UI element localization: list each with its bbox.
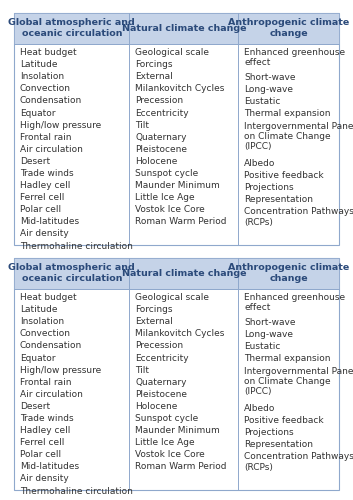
Text: Representation: Representation [244, 440, 313, 449]
Text: Thermal expansion: Thermal expansion [244, 354, 330, 364]
Text: Desert: Desert [20, 402, 50, 411]
Text: Vostok Ice Core: Vostok Ice Core [135, 450, 205, 459]
Text: Roman Warm Period: Roman Warm Period [135, 462, 227, 471]
Text: Latitude: Latitude [20, 60, 58, 69]
Text: Quaternary: Quaternary [135, 378, 187, 386]
Text: Positive feedback: Positive feedback [244, 171, 324, 180]
Text: Enhanced greenhouse
effect: Enhanced greenhouse effect [244, 293, 345, 312]
Text: Quaternary: Quaternary [135, 132, 187, 141]
Text: Vostok Ice Core: Vostok Ice Core [135, 205, 205, 214]
Text: Roman Warm Period: Roman Warm Period [135, 218, 227, 226]
Text: Sunspot cycle: Sunspot cycle [135, 169, 198, 178]
Text: Concentration Pathways
(RCPs): Concentration Pathways (RCPs) [244, 452, 353, 471]
Text: Frontal rain: Frontal rain [20, 378, 71, 386]
Text: Air circulation: Air circulation [20, 390, 83, 399]
Text: Eustatic: Eustatic [244, 342, 280, 351]
Text: Mid-latitudes: Mid-latitudes [20, 218, 79, 226]
Text: Air density: Air density [20, 474, 69, 484]
Text: Equator: Equator [20, 354, 55, 362]
Text: Natural climate change: Natural climate change [121, 268, 246, 278]
Text: Little Ice Age: Little Ice Age [135, 193, 195, 202]
Text: Thermohaline circulation: Thermohaline circulation [20, 486, 133, 496]
Text: Air circulation: Air circulation [20, 145, 83, 154]
Text: Intergovernmental Panel
on Climate Change
(IPCC): Intergovernmental Panel on Climate Chang… [244, 366, 353, 396]
Text: Eccentricity: Eccentricity [135, 354, 189, 362]
Text: Projections: Projections [244, 183, 294, 192]
Text: Trade winds: Trade winds [20, 414, 73, 423]
Text: Short-wave: Short-wave [244, 318, 295, 327]
Text: High/low pressure: High/low pressure [20, 120, 101, 130]
Text: Forcings: Forcings [135, 60, 173, 69]
Text: Anthropogenic climate
change: Anthropogenic climate change [228, 264, 349, 283]
Text: Natural climate change: Natural climate change [121, 24, 246, 32]
Text: Frontal rain: Frontal rain [20, 132, 71, 141]
Text: Positive feedback: Positive feedback [244, 416, 324, 425]
Text: Pleistocene: Pleistocene [135, 145, 187, 154]
Text: Representation: Representation [244, 195, 313, 204]
Text: Polar cell: Polar cell [20, 450, 61, 459]
Text: Trade winds: Trade winds [20, 169, 73, 178]
Text: Enhanced greenhouse
effect: Enhanced greenhouse effect [244, 48, 345, 68]
Text: Holocene: Holocene [135, 402, 178, 411]
Text: External: External [135, 318, 173, 326]
Text: Sunspot cycle: Sunspot cycle [135, 414, 198, 423]
Text: Thermohaline circulation: Thermohaline circulation [20, 242, 133, 250]
Text: Equator: Equator [20, 108, 55, 118]
Text: Long-wave: Long-wave [244, 86, 293, 94]
Text: Ferrel cell: Ferrel cell [20, 438, 64, 447]
Text: Maunder Minimum: Maunder Minimum [135, 426, 220, 435]
Text: Condensation: Condensation [20, 342, 82, 350]
Text: Heat budget: Heat budget [20, 293, 77, 302]
Text: Ferrel cell: Ferrel cell [20, 193, 64, 202]
Text: Maunder Minimum: Maunder Minimum [135, 181, 220, 190]
Text: Insolation: Insolation [20, 318, 64, 326]
Text: Intergovernmental Panel
on Climate Change
(IPCC): Intergovernmental Panel on Climate Chang… [244, 122, 353, 152]
Text: Anthropogenic climate
change: Anthropogenic climate change [228, 18, 349, 38]
Text: Pleistocene: Pleistocene [135, 390, 187, 399]
Text: Concentration Pathways
(RCPs): Concentration Pathways (RCPs) [244, 207, 353, 227]
Text: Tilt: Tilt [135, 366, 149, 374]
Text: Geological scale: Geological scale [135, 48, 209, 57]
Text: Convection: Convection [20, 84, 71, 94]
Text: Eustatic: Eustatic [244, 98, 280, 106]
Text: Geological scale: Geological scale [135, 293, 209, 302]
Text: Long-wave: Long-wave [244, 330, 293, 340]
Text: Latitude: Latitude [20, 305, 58, 314]
Text: Global atmospheric and
oceanic circulation: Global atmospheric and oceanic circulati… [8, 264, 135, 283]
Text: Thermal expansion: Thermal expansion [244, 110, 330, 118]
Text: Convection: Convection [20, 330, 71, 338]
Text: Hadley cell: Hadley cell [20, 181, 70, 190]
Text: Condensation: Condensation [20, 96, 82, 106]
Text: Projections: Projections [244, 428, 294, 437]
Text: Albedo: Albedo [244, 404, 275, 413]
Text: Hadley cell: Hadley cell [20, 426, 70, 435]
Text: Tilt: Tilt [135, 120, 149, 130]
Text: Little Ice Age: Little Ice Age [135, 438, 195, 447]
Text: Short-wave: Short-wave [244, 73, 295, 82]
Text: Milankovitch Cycles: Milankovitch Cycles [135, 330, 225, 338]
Text: Precession: Precession [135, 96, 183, 106]
Text: Polar cell: Polar cell [20, 205, 61, 214]
Text: High/low pressure: High/low pressure [20, 366, 101, 374]
Text: Global atmospheric and
oceanic circulation: Global atmospheric and oceanic circulati… [8, 18, 135, 38]
Text: Eccentricity: Eccentricity [135, 108, 189, 118]
Text: Holocene: Holocene [135, 157, 178, 166]
Text: Insolation: Insolation [20, 72, 64, 82]
Text: Forcings: Forcings [135, 305, 173, 314]
Text: Albedo: Albedo [244, 159, 275, 168]
Text: Milankovitch Cycles: Milankovitch Cycles [135, 84, 225, 94]
Text: Air density: Air density [20, 230, 69, 238]
Text: Heat budget: Heat budget [20, 48, 77, 57]
Text: Desert: Desert [20, 157, 50, 166]
Text: Mid-latitudes: Mid-latitudes [20, 462, 79, 471]
Text: Precession: Precession [135, 342, 183, 350]
Text: External: External [135, 72, 173, 82]
